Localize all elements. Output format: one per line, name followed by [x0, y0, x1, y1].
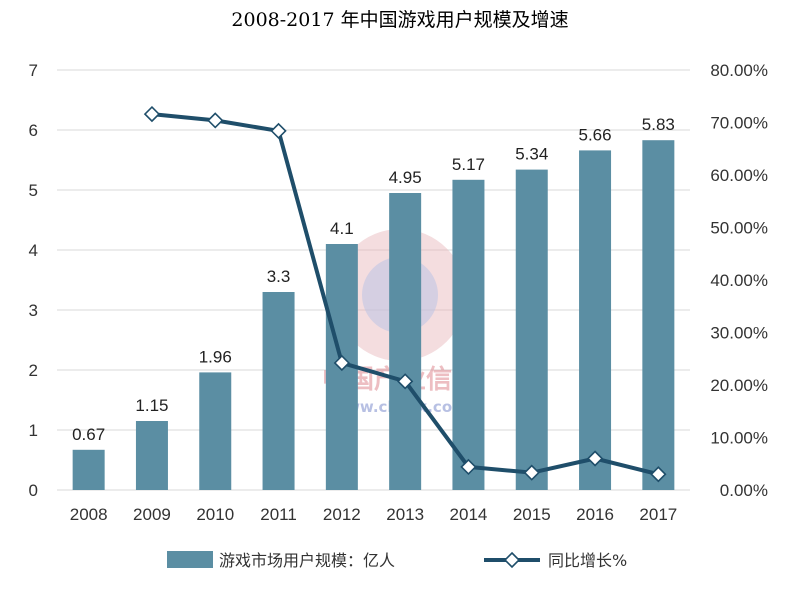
left-axis-tick: 5	[29, 181, 38, 200]
right-axis-tick: 10.00%	[710, 429, 768, 448]
x-axis-tick: 2016	[576, 505, 614, 524]
right-axis-tick: 20.00%	[710, 376, 768, 395]
x-axis-tick: 2017	[639, 505, 677, 524]
x-axis-tick: 2009	[133, 505, 171, 524]
bar-value-label: 0.67	[72, 425, 105, 444]
left-axis-tick: 1	[29, 421, 38, 440]
legend-line-label: 同比增长%	[548, 551, 627, 570]
bar	[389, 193, 422, 490]
bar-value-label: 4.95	[389, 168, 422, 187]
growth-marker	[397, 373, 414, 390]
x-axis-tick: 2014	[450, 505, 488, 524]
bar	[135, 421, 168, 490]
chart-title: 2008-2017 年中国游戏用户规模及增速	[231, 9, 568, 31]
left-axis: 0 1 2 3 4 5 6 7	[29, 61, 38, 500]
growth-marker	[143, 105, 161, 123]
bar-value-label: 1.15	[135, 396, 168, 415]
bar-value-label: 5.34	[515, 145, 548, 164]
x-axis-tick: 2012	[323, 505, 361, 524]
x-axis-tick: 2013	[386, 505, 424, 524]
growth-marker	[460, 458, 477, 476]
growth-marker	[207, 112, 224, 129]
right-axis-tick: 60.00%	[710, 166, 768, 185]
legend-bar-swatch	[167, 551, 213, 568]
right-axis-tick: 50.00%	[710, 219, 768, 238]
left-axis-tick: 2	[29, 361, 38, 380]
bar	[199, 372, 232, 490]
bar	[452, 179, 485, 491]
bar	[515, 169, 548, 490]
right-axis-tick: 80.00%	[710, 61, 768, 80]
bar	[72, 449, 105, 490]
bar	[579, 150, 612, 490]
bar-value-label: 5.17	[452, 155, 485, 174]
x-axis-tick: 2015	[513, 505, 551, 524]
data-labels: 0.67 1.15 1.96 3.3 4.1 4.95 5.17 5.34 5.66 5.83	[72, 115, 675, 444]
left-axis-tick: 4	[29, 241, 38, 260]
left-axis-tick: 3	[29, 301, 38, 320]
bar	[262, 292, 295, 490]
growth-marker	[523, 464, 540, 481]
legend-line-marker	[503, 551, 521, 569]
x-axis: 2008 2009 2010 2011 2012 2013 2014 2015 2016 2017	[70, 505, 678, 524]
growth-marker	[333, 354, 350, 372]
legend-bar-label: 游戏市场用户规模：亿人	[219, 551, 395, 570]
x-axis-tick: 2011	[260, 505, 297, 524]
legend: 游戏市场用户规模：亿人 同比增长%	[167, 551, 627, 570]
bar	[642, 140, 675, 490]
growth-marker	[270, 122, 287, 140]
left-axis-tick: 6	[29, 121, 38, 140]
right-axis-tick: 30.00%	[710, 324, 768, 343]
bar-value-label: 4.1	[330, 219, 354, 238]
left-axis-tick: 0	[29, 481, 38, 500]
left-axis-tick: 7	[29, 61, 38, 80]
x-axis-tick: 2010	[196, 505, 234, 524]
line-series	[143, 105, 667, 483]
bar-value-label: 3.3	[267, 267, 291, 286]
bar-value-label: 1.96	[199, 347, 232, 366]
bar-value-label: 5.83	[642, 115, 675, 134]
right-axis: 0.00% 10.00% 20.00% 30.00% 40.00% 50.00% 60.00…	[710, 61, 768, 500]
right-axis-tick: 70.00%	[710, 114, 768, 133]
growth-marker	[650, 466, 667, 483]
right-axis-tick: 40.00%	[710, 271, 768, 290]
bar-value-label: 5.66	[579, 125, 612, 144]
growth-marker	[586, 450, 604, 467]
x-axis-tick: 2008	[70, 505, 108, 524]
right-axis-tick: 0.00%	[720, 481, 768, 500]
